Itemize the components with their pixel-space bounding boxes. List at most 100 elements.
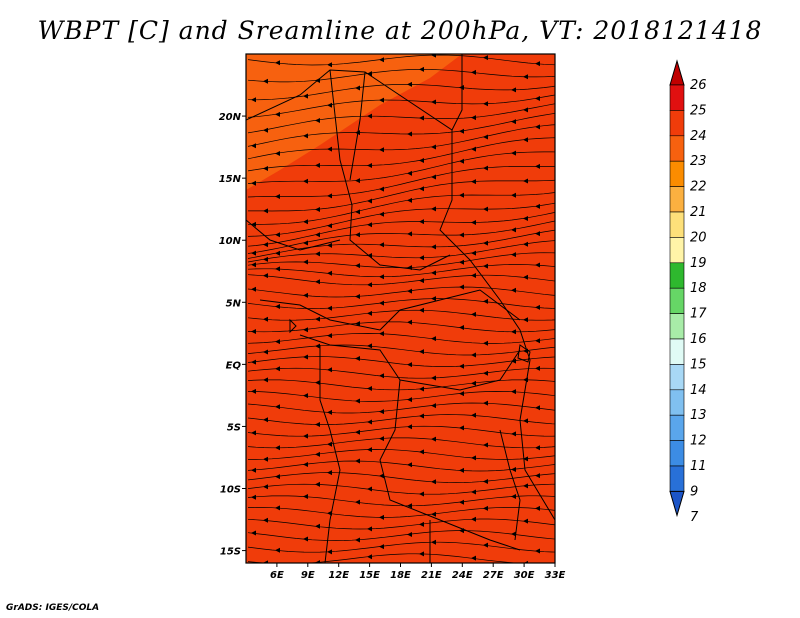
colorbar-label: 21 xyxy=(690,205,707,220)
streamline-arrow xyxy=(355,458,360,464)
streamline-arrow xyxy=(407,81,412,87)
streamline-arrow xyxy=(471,455,476,461)
streamline-arrow xyxy=(419,449,424,455)
streamline-arrow xyxy=(367,113,372,119)
streamline-arrow xyxy=(327,549,332,555)
colorbar-segment xyxy=(669,313,685,340)
streamline-arrow xyxy=(367,282,372,288)
lon-label: 12E xyxy=(328,570,349,581)
lat-label: EQ xyxy=(226,360,242,371)
streamline xyxy=(247,264,555,278)
streamline-arrow xyxy=(483,55,488,61)
colorbar-segment xyxy=(669,389,685,416)
lat-label: 15N xyxy=(219,174,242,185)
streamline-arrow xyxy=(483,542,488,548)
streamline xyxy=(247,356,555,367)
streamline-arrow xyxy=(303,462,308,468)
streamline xyxy=(247,166,555,198)
colorbar-segment xyxy=(669,186,685,213)
streamline-arrow xyxy=(419,219,424,225)
colorbar-segment xyxy=(669,160,685,187)
streamline-arrow xyxy=(431,403,436,409)
streamline-arrow xyxy=(511,431,516,437)
streamline-arrow xyxy=(275,366,280,372)
colorbar-segment xyxy=(669,465,685,492)
streamline-arrow xyxy=(535,124,540,130)
streamline-arrow xyxy=(511,467,516,473)
streamline-arrow xyxy=(327,367,332,373)
colorbar-segment xyxy=(669,84,685,111)
colorbar-segment xyxy=(669,414,685,441)
streamline-arrow xyxy=(303,133,308,139)
streamline-arrow xyxy=(535,231,540,237)
streamline-arrow xyxy=(327,409,332,415)
streamline-arrow xyxy=(251,430,256,436)
streamline-arrow xyxy=(263,256,268,262)
streamline xyxy=(247,220,555,254)
lon-label: 33E xyxy=(545,570,566,581)
streamline-arrow xyxy=(483,206,488,212)
streamline-arrow xyxy=(303,259,308,265)
streamline-arrow xyxy=(315,523,320,529)
streamline-arrow xyxy=(471,179,476,185)
streamlines xyxy=(247,54,555,563)
colorbar: 26 25 24 23 22 21 20 19 18 17 16 15 14 13 12 11 9 7 xyxy=(669,59,707,525)
streamline xyxy=(247,286,555,298)
streamline-arrow xyxy=(511,329,516,335)
streamline-arrow xyxy=(535,365,540,371)
streamline-arrow xyxy=(315,251,320,257)
streamline-arrow xyxy=(419,521,424,527)
streamline-arrow xyxy=(419,349,424,355)
streamline-arrow xyxy=(275,151,280,157)
streamline-arrow xyxy=(459,128,464,134)
streamline-arrow xyxy=(431,174,436,180)
streamline-arrow xyxy=(471,555,476,561)
grads-credit: GrADS: IGES/COLA xyxy=(6,603,100,613)
streamline-arrow xyxy=(379,436,384,442)
streamline-arrow xyxy=(315,421,320,427)
streamline-arrow xyxy=(251,250,256,256)
streamline-arrow xyxy=(263,127,268,133)
streamline-arrow xyxy=(483,370,488,376)
colorbar-label: 15 xyxy=(690,357,707,372)
streamline-arrow xyxy=(315,162,320,168)
streamline xyxy=(248,449,555,460)
streamline xyxy=(247,151,555,184)
streamline-arrow xyxy=(431,436,436,442)
streamline-arrow xyxy=(419,66,424,72)
streamline-arrow xyxy=(263,377,268,383)
streamline-arrow xyxy=(419,386,424,392)
streamline xyxy=(247,137,555,172)
streamline-arrow xyxy=(431,270,436,276)
streamline-arrow xyxy=(315,206,320,212)
streamline-arrow xyxy=(379,242,384,248)
colorbar-segment xyxy=(669,364,685,391)
streamline-arrow xyxy=(315,279,320,285)
streamline-arrow xyxy=(263,273,268,279)
chart-title: WBPT [C] and Sreamline at 200hPa, VT: 20… xyxy=(37,16,763,45)
streamline-arrow xyxy=(535,505,540,511)
streamline-arrow xyxy=(275,232,280,238)
lon-label: 27E xyxy=(483,570,504,581)
streamline-arrow xyxy=(407,362,412,368)
streamline-arrow xyxy=(379,97,384,103)
streamline xyxy=(247,460,555,472)
streamline xyxy=(247,298,555,309)
lon-label: 6E xyxy=(270,570,284,581)
streamline-arrow xyxy=(263,242,268,248)
country-borders xyxy=(246,54,555,563)
colorbar-segment xyxy=(669,110,685,137)
streamline xyxy=(247,367,555,379)
streamline-arrow xyxy=(379,544,384,550)
streamline-arrow xyxy=(523,215,528,221)
streamline-arrow xyxy=(379,300,384,306)
streamline-arrow xyxy=(355,178,360,184)
streamline-arrow xyxy=(303,327,308,333)
streamline-arrow xyxy=(407,397,412,403)
colorbar-label: 17 xyxy=(690,307,707,322)
streamline-arrow xyxy=(327,305,332,311)
streamline-arrow xyxy=(263,484,268,490)
streamline-arrow xyxy=(379,274,384,280)
streamline xyxy=(247,414,555,425)
